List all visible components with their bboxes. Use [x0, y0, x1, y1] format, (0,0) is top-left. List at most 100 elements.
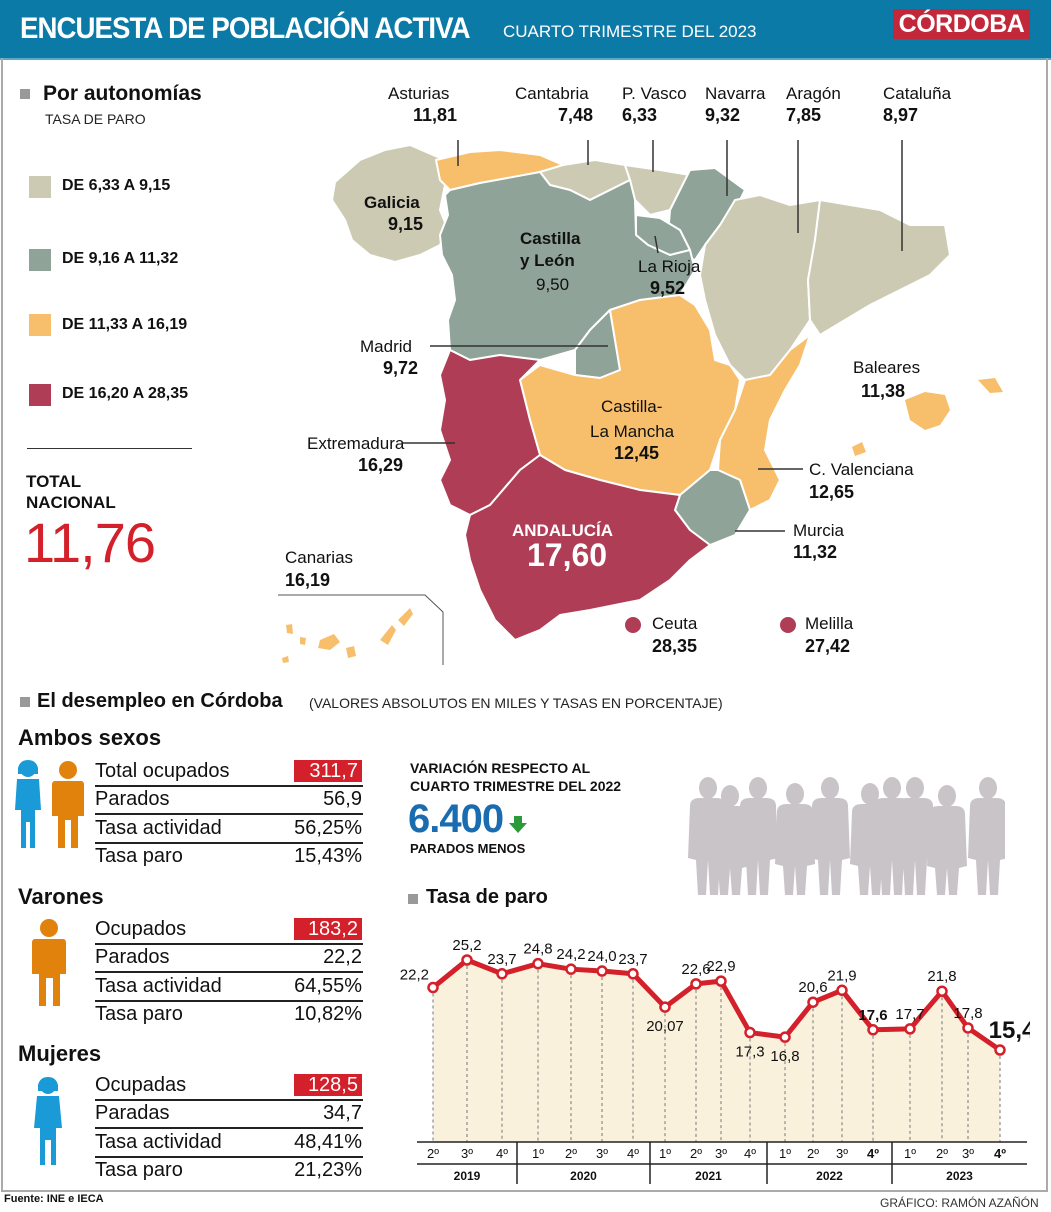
group-title-ambos: Ambos sexos — [18, 725, 162, 750]
chart-value-label: 15,4 — [989, 1017, 1030, 1044]
section-marker-icon — [20, 697, 30, 707]
stat-value: 56,25% — [294, 816, 362, 839]
stat-label: Parados — [95, 788, 170, 811]
chart-data-point — [715, 975, 727, 987]
x-tick-label: 1º — [659, 1146, 671, 1161]
x-tick-label: 4º — [627, 1146, 639, 1161]
stat-label: Ocupadas — [95, 1074, 187, 1096]
chart-data-point — [427, 981, 439, 994]
stat-row-divider — [95, 1099, 363, 1101]
person-silhouette-head — [721, 785, 739, 807]
label-aragon-value: 7,85 — [786, 105, 822, 125]
stat-row-divider — [95, 1127, 363, 1130]
label-cataluna-value: 8,97 — [883, 105, 919, 125]
header-bar — [0, 0, 1051, 60]
x-tick-label: 3º — [715, 1146, 727, 1161]
person-silhouette-body — [927, 806, 967, 895]
label-cyl-name-2: y León — [520, 251, 575, 270]
stat-label: Parados — [95, 946, 170, 969]
label-cyl-value: 9,50 — [536, 275, 570, 294]
chart-data-point — [690, 978, 702, 990]
arrow-down-icon — [509, 816, 527, 833]
variation-caption: PARADOS MENOS — [410, 841, 526, 856]
chart-data-point — [904, 1023, 916, 1035]
stat-row-divider — [95, 785, 363, 787]
legend-swatch-2 — [29, 249, 51, 271]
chart-data-point — [807, 996, 819, 1008]
cordoba-section-title: El desempleo en Córdoba — [37, 690, 283, 712]
year-label: 2020 — [570, 1169, 597, 1183]
source-note: Fuente: INE e IECA — [4, 1193, 104, 1205]
spain-map — [278, 140, 1003, 665]
x-tick-label: 3º — [461, 1146, 473, 1161]
stat-label: Tasa paro — [95, 1158, 183, 1181]
total-label-line2: NACIONAL — [26, 493, 116, 512]
region-canarias — [282, 608, 413, 663]
chart-data-point — [994, 1044, 1006, 1056]
chart-value-label: 20,07 — [646, 1018, 684, 1035]
person-silhouette-head — [861, 783, 879, 805]
leader-lines — [403, 140, 903, 532]
person-silhouette-head — [979, 777, 997, 799]
variation-heading-1: VARIACIÓN RESPECTO AL — [410, 760, 591, 776]
person-silhouette-body — [775, 804, 815, 895]
stat-value: 15,43% — [294, 844, 362, 867]
stat-label: Tasa actividad — [95, 816, 222, 839]
label-canarias-value: 16,19 — [285, 570, 331, 590]
label-pvasco-value: 6,33 — [622, 105, 658, 125]
region-baleares-mallorca — [905, 392, 950, 430]
stat-label: Tasa actividad — [95, 1130, 222, 1153]
variation-heading-2: CUARTO TRIMESTRE DEL 2022 — [410, 778, 622, 794]
stat-value-highlight: 128,5 — [294, 1074, 362, 1096]
label-clm-name-1: Castilla- — [601, 397, 663, 416]
x-tick-label: 2º — [936, 1146, 948, 1161]
label-navarra-name: Navarra — [705, 84, 766, 103]
label-cataluna-name: Cataluña — [883, 84, 952, 103]
label-clm-value: 12,45 — [614, 443, 660, 463]
chart-data-point — [461, 954, 473, 966]
group-title-varones: Varones — [18, 884, 104, 909]
chart-value-label: 22,9 — [706, 958, 735, 975]
label-rioja-value: 9,52 — [650, 278, 686, 298]
chart-value-label: 20,6 — [798, 979, 827, 996]
stat-label: Paradas — [95, 1102, 170, 1125]
stat-label: Tasa actividad — [95, 974, 222, 997]
cordoba-section-note: (VALORES ABSOLUTOS EN MILES Y TASAS EN P… — [309, 695, 723, 711]
map-section-subtitle: TASA DE PARO — [45, 111, 146, 127]
person-silhouette-head — [938, 785, 956, 807]
region-navarra — [667, 167, 746, 261]
chart-data-point — [565, 963, 577, 975]
x-tick-label: 2º — [807, 1146, 819, 1161]
label-andalucia-value: 17,60 — [527, 537, 608, 573]
chart-value-label: 17,8 — [953, 1005, 982, 1022]
person-silhouette-head — [749, 777, 767, 799]
region-ceuta-dot — [625, 617, 641, 633]
label-baleares-value: 11,38 — [861, 381, 906, 401]
divider — [27, 448, 192, 449]
label-galicia-value: 9,15 — [388, 214, 424, 234]
chart-data-point — [627, 968, 639, 980]
stat-row-divider — [95, 813, 363, 816]
year-label: 2023 — [946, 1169, 973, 1183]
page-title: ENCUESTA DE POBLACIÓN ACTIVA — [20, 12, 471, 45]
stat-row-divider — [95, 943, 363, 945]
person-silhouette-body — [810, 798, 850, 895]
person-silhouette-body — [895, 798, 935, 895]
label-cantabria-name: Cantabria — [515, 84, 589, 103]
region-baleares-menorca — [978, 378, 1003, 393]
label-ceuta-name: Ceuta — [652, 614, 698, 633]
map-section-title: Por autonomías — [43, 82, 202, 105]
stat-value: 48,41% — [294, 1130, 362, 1153]
label-extremadura-name: Extremadura — [307, 434, 405, 453]
x-tick-label: 3º — [596, 1146, 608, 1161]
stat-row-divider — [95, 841, 363, 844]
chart-value-label: 24,8 — [523, 941, 552, 958]
stat-value: 64,55% — [294, 974, 362, 997]
x-tick-label: 2º — [690, 1146, 702, 1161]
stat-row-divider — [95, 1155, 363, 1158]
chart-data-point — [496, 968, 508, 980]
female-icon — [15, 760, 41, 848]
label-ceuta-value: 28,35 — [652, 636, 698, 656]
x-tick-label: 3º — [836, 1146, 848, 1161]
male-icon — [32, 919, 66, 1006]
